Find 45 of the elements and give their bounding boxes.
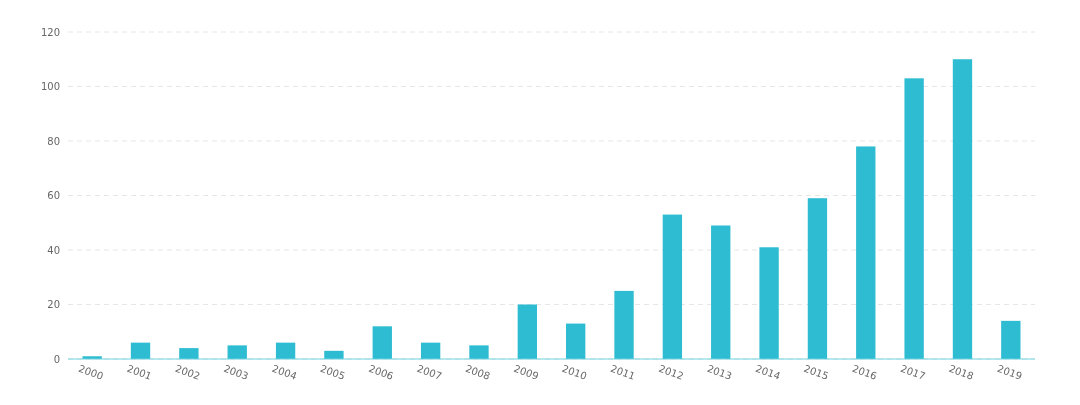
bar [469,345,489,359]
y-tick-label: 60 [47,190,60,201]
x-tick-label: 2006 [367,362,395,382]
x-tick-label: 2003 [222,362,250,382]
bar [952,59,973,359]
x-tick-label: 2007 [415,362,444,382]
bar [856,146,876,359]
x-tick-label: 2015 [802,362,831,382]
x-tick-label: 2009 [512,362,540,382]
bar [904,78,924,359]
y-tick-label: 20 [47,299,60,310]
bar [711,225,731,359]
bar [1001,320,1021,359]
x-tick-label: 2014 [754,362,782,382]
x-tick-label: 2008 [463,362,492,382]
bar [179,348,199,359]
y-tick-label: 80 [47,135,60,147]
bar [130,342,151,359]
bar [420,342,441,359]
y-tick-label: 0 [53,353,60,365]
x-tick-label: 2019 [995,362,1024,382]
bar [517,304,537,359]
bar [227,345,247,359]
x-tick-label: 2005 [318,362,347,382]
bar [662,214,683,359]
x-tick-label: 2013 [705,362,734,382]
x-tick-label: 2018 [947,362,976,382]
y-tick-label: 100 [40,81,60,92]
x-tick-label: 2002 [173,362,202,382]
x-tick-label: 2011 [608,362,637,382]
bar [275,342,296,359]
bar [614,290,634,359]
x-tick-label: 2017 [899,362,927,382]
bar [372,326,392,359]
y-tick-label: 40 [47,244,60,256]
x-tick-label: 2016 [850,362,879,382]
x-tick-label: 2000 [77,362,105,382]
x-tick-label: 2012 [657,362,686,382]
x-tick-label: 2004 [270,362,299,382]
bar [759,247,779,359]
y-tick-label: 120 [40,26,60,38]
bar [807,198,828,359]
x-tick-label: 2001 [125,362,154,382]
bar [566,323,586,359]
x-tick-label: 2010 [560,362,589,382]
